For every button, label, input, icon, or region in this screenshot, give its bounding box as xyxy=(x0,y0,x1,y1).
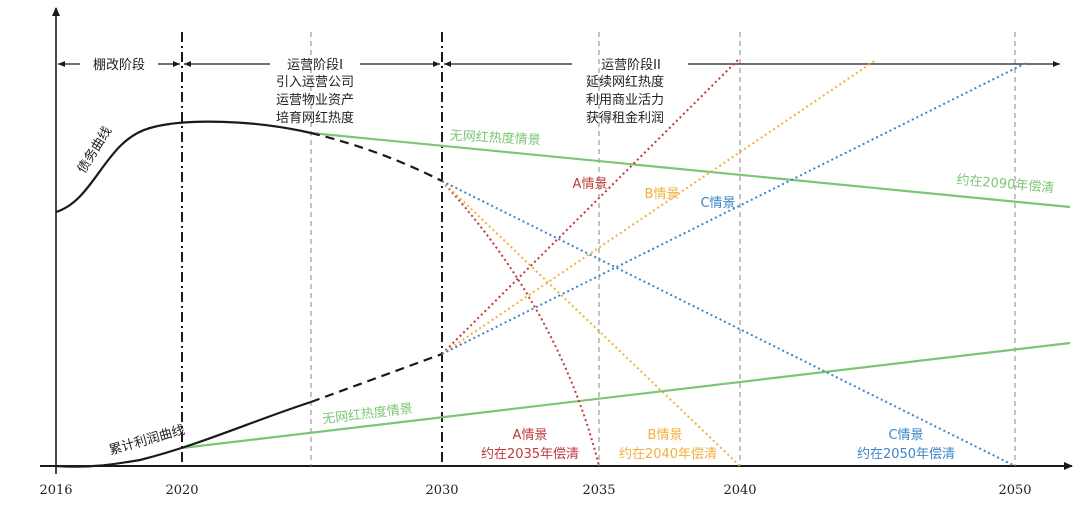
year-label-2016: 2016 xyxy=(39,483,72,498)
debt-curve-projected xyxy=(310,131,443,182)
scenario-c-payoff-label: 约在2050年偿清 xyxy=(857,447,955,462)
scenario-c-profit-line xyxy=(441,61,1029,355)
scenario-b-bottom-label: B情景 xyxy=(648,428,683,443)
phase-1-line-2: 运营物业资产 xyxy=(276,93,354,108)
phase-2-line-2: 利用商业活力 xyxy=(586,93,664,108)
scenario-b-debt-line xyxy=(441,180,741,467)
scenario-c-bottom-label: C情景 xyxy=(888,428,923,443)
phase-2-line-3: 获得租金利润 xyxy=(586,110,664,126)
profit-no-heat-line xyxy=(181,341,1071,450)
phase-2-title: 运营阶段II xyxy=(601,58,661,73)
scenario-a-debt-line xyxy=(441,180,600,467)
debt-curve-label: 债务曲线 xyxy=(74,124,115,177)
year-label-2020: 2020 xyxy=(165,483,198,498)
scenario-a-bottom-label: A情景 xyxy=(513,428,548,443)
no-heat-profit-label: 无网红热度情景 xyxy=(321,401,413,428)
year-label-2030: 2030 xyxy=(425,483,458,498)
debt-curve xyxy=(55,120,312,214)
no-heat-payoff-label: 约在2090年偿清 xyxy=(956,173,1055,196)
year-label-2035: 2035 xyxy=(582,483,615,498)
scenario-c-top-label: C情景 xyxy=(700,196,735,211)
scenario-c-debt-line xyxy=(441,180,1016,467)
phase-1-title: 运营阶段I xyxy=(287,58,343,73)
profit-curve-label: 累计利润曲线 xyxy=(107,423,186,459)
phase-2-line-1: 延续网红热度 xyxy=(586,74,664,90)
scenario-b-payoff-label: 约在2040年偿清 xyxy=(619,447,717,462)
scenario-b-top-label: B情景 xyxy=(645,187,680,202)
profit-curve xyxy=(55,400,312,468)
year-label-2050: 2050 xyxy=(998,483,1031,498)
scenario-a-payoff-label: 约在2035年偿清 xyxy=(481,447,579,462)
phase-0-title: 棚改阶段 xyxy=(93,58,145,73)
scenario-b-profit-line xyxy=(441,59,877,355)
no-heat-debt-label: 无网红热度情景 xyxy=(449,128,541,149)
phase-1-line-3: 培育网红热度 xyxy=(276,110,354,126)
year-label-2040: 2040 xyxy=(723,483,756,498)
debt-no-heat-line xyxy=(310,131,1071,209)
scenario-a-profit-line xyxy=(441,57,741,355)
scenario-a-top-label: A情景 xyxy=(573,177,608,192)
profit-curve-projected xyxy=(310,352,443,404)
phase-1-line-1: 引入运营公司 xyxy=(276,75,354,90)
